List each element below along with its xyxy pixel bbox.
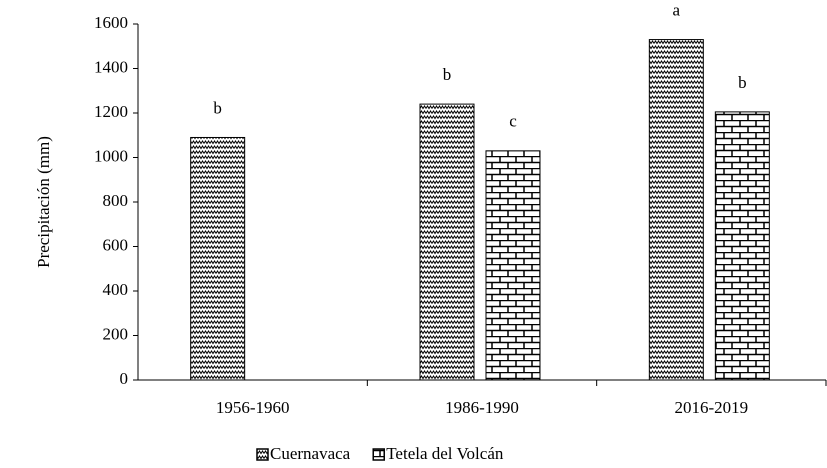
bar — [714, 111, 770, 381]
y-tick-label: 1200 — [94, 102, 128, 121]
bar — [419, 103, 475, 381]
y-tick-label: 200 — [103, 324, 129, 343]
y-tick-label: 400 — [103, 280, 129, 299]
y-axis-label: Precipitación (mm) — [34, 136, 53, 268]
legend-swatch — [256, 448, 269, 461]
bar — [485, 150, 541, 381]
significance-letter: b — [213, 98, 222, 117]
x-tick-label: 2016-2019 — [674, 398, 748, 417]
legend-swatch — [372, 448, 385, 461]
significance-letter: b — [738, 73, 747, 92]
y-tick-label: 1000 — [94, 146, 128, 165]
bar — [648, 39, 704, 381]
y-tick-label: 1600 — [94, 13, 128, 32]
x-tick-label: 1986-1990 — [445, 398, 519, 417]
x-tick-label: 1956-1960 — [216, 398, 290, 417]
significance-letter: a — [673, 0, 681, 19]
legend-label: Cuernavaca — [270, 444, 351, 463]
bar — [190, 136, 246, 381]
y-tick-label: 0 — [120, 369, 129, 388]
legend-label: Tetela del Volcán — [386, 444, 504, 463]
y-tick-label: 800 — [103, 191, 129, 210]
y-tick-label: 1400 — [94, 57, 128, 76]
y-tick-label: 600 — [103, 235, 129, 254]
significance-letter: c — [509, 112, 517, 131]
significance-letter: b — [443, 65, 452, 84]
